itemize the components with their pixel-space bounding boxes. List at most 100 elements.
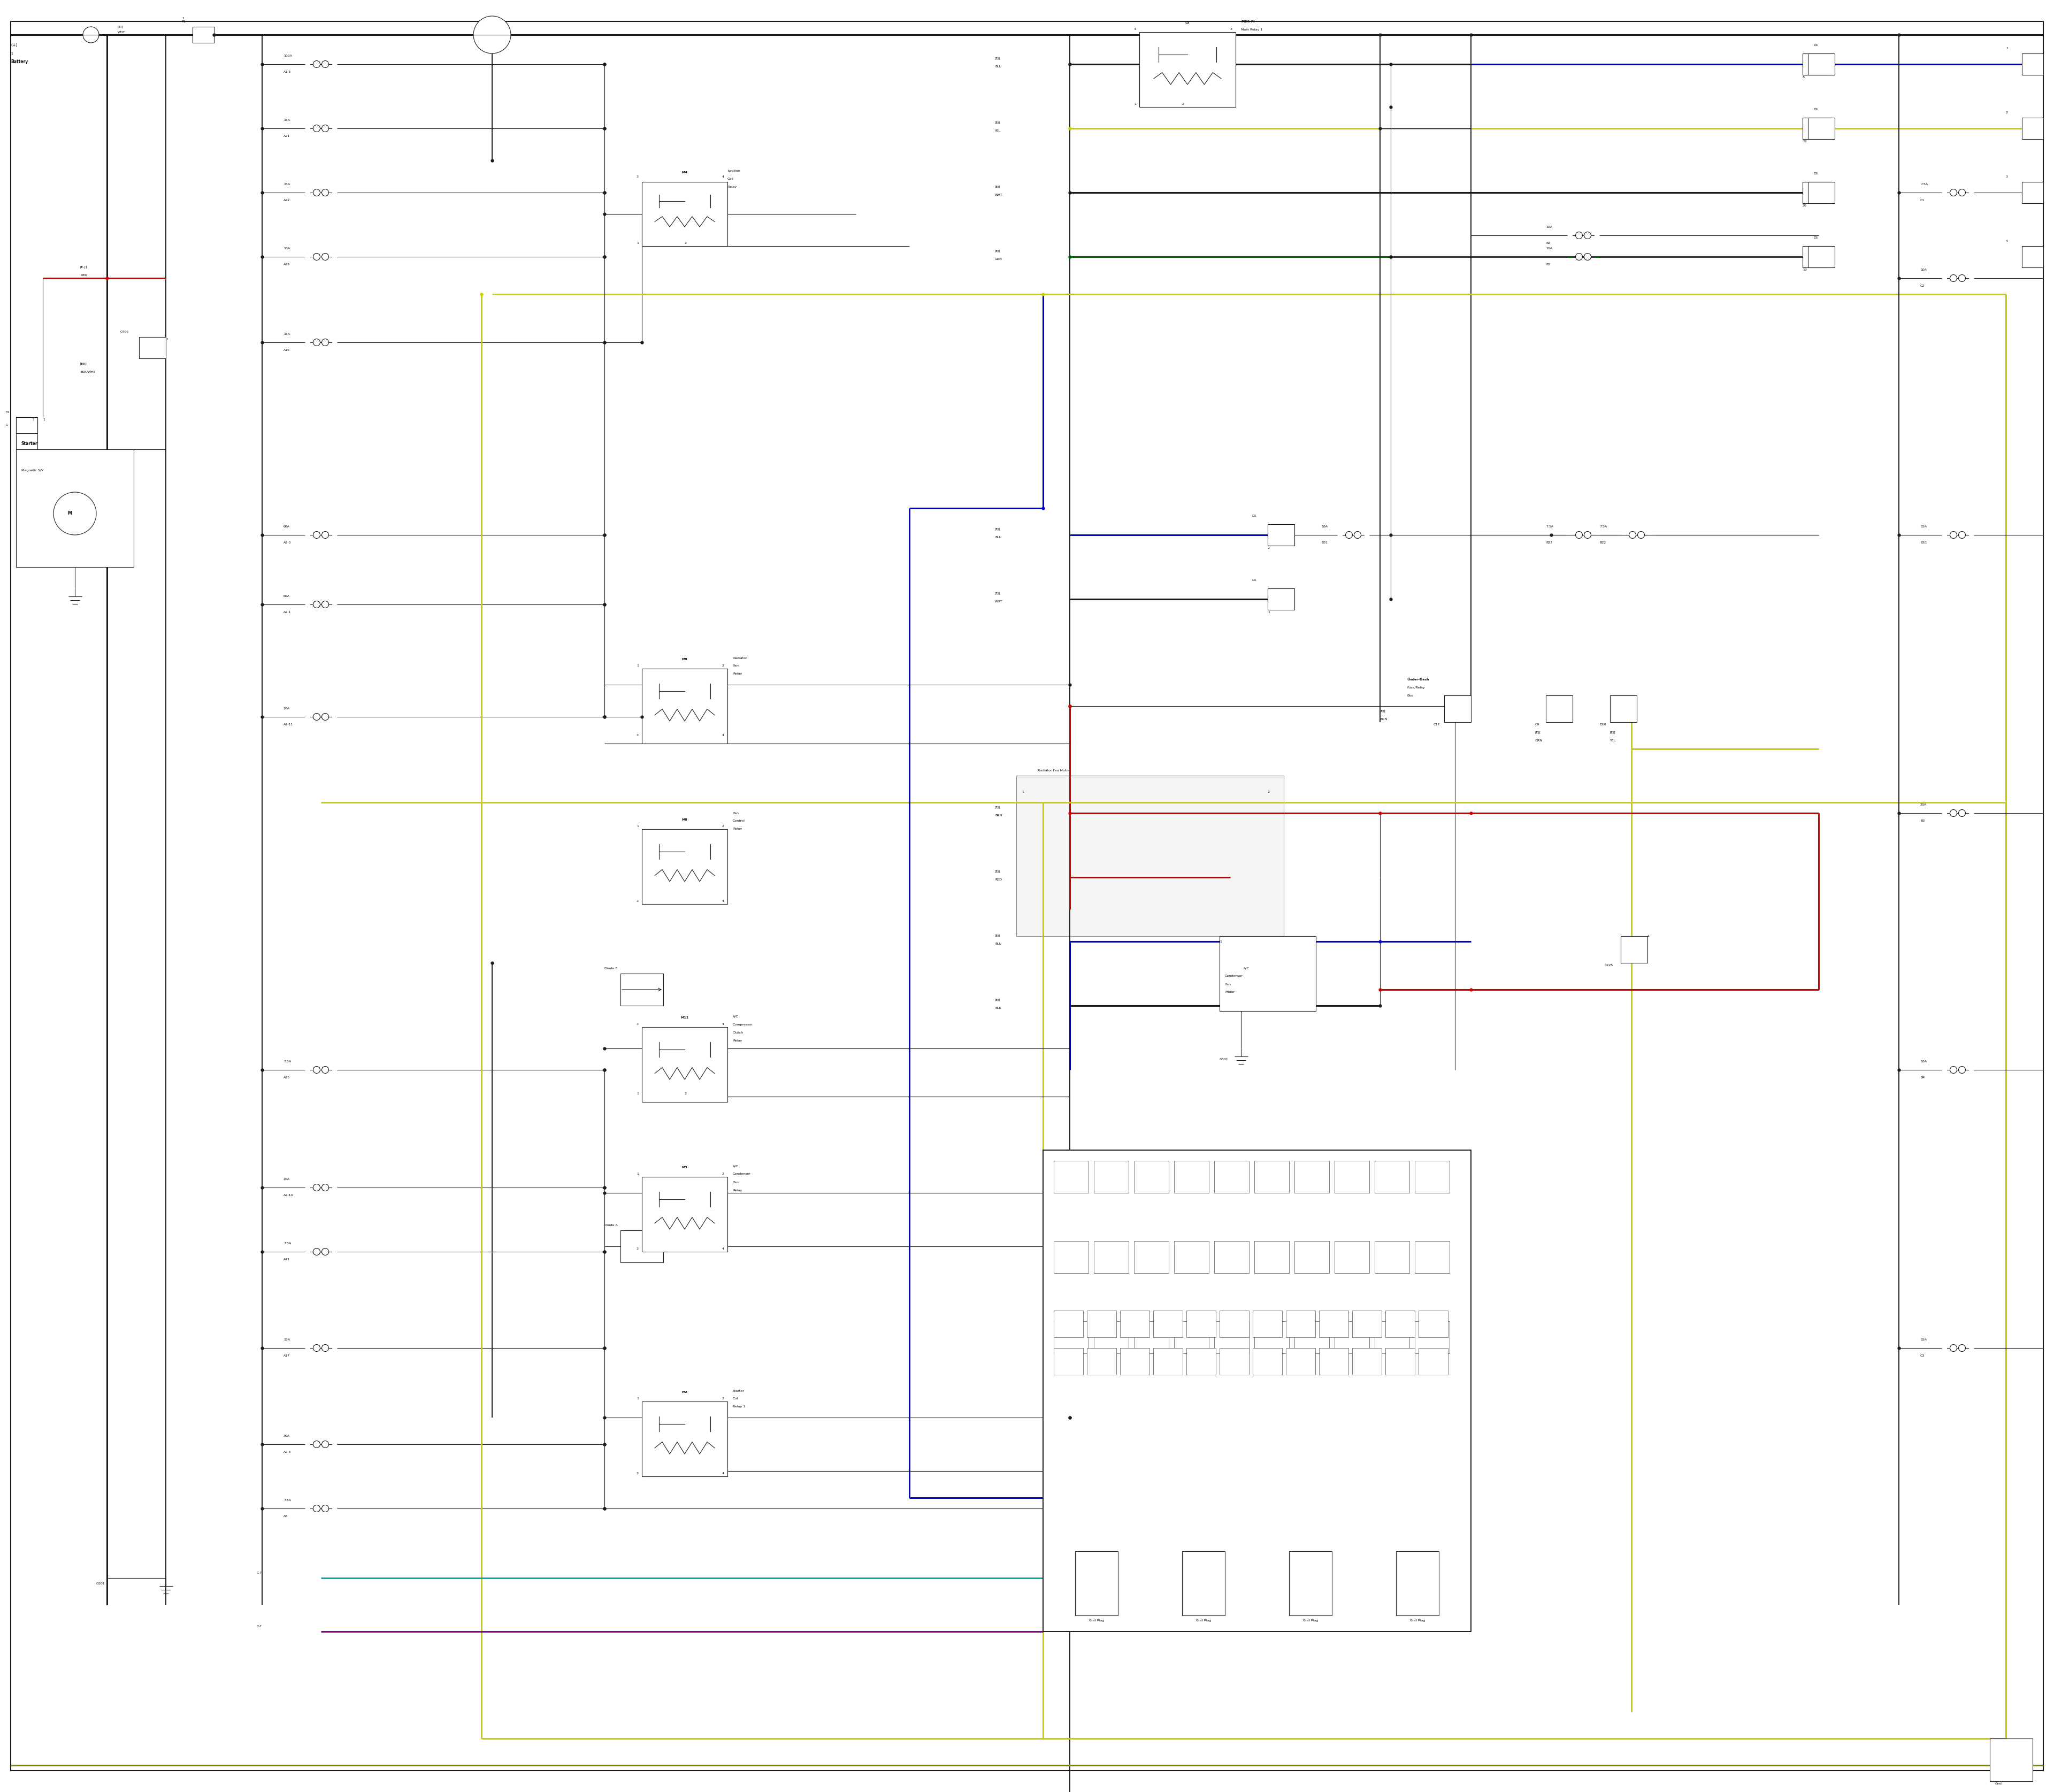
Text: 10A: 10A bbox=[1920, 1061, 1927, 1063]
Text: [EJ]: [EJ] bbox=[1610, 731, 1616, 735]
Circle shape bbox=[322, 532, 329, 538]
Circle shape bbox=[322, 125, 329, 133]
Text: G301: G301 bbox=[1220, 1057, 1228, 1061]
Text: [EJ]: [EJ] bbox=[994, 529, 1000, 530]
Text: 19: 19 bbox=[1803, 269, 1808, 271]
Bar bbox=[1054, 1310, 1082, 1337]
Bar bbox=[1054, 1161, 1089, 1193]
Bar bbox=[1803, 181, 1830, 202]
Text: BLK/WHT: BLK/WHT bbox=[80, 371, 97, 373]
Text: D10: D10 bbox=[1600, 724, 1606, 726]
Text: 30A: 30A bbox=[283, 1435, 290, 1437]
Text: 3: 3 bbox=[1230, 29, 1232, 30]
Bar bbox=[641, 181, 727, 246]
Circle shape bbox=[1960, 810, 1966, 817]
Text: 2: 2 bbox=[1267, 790, 1269, 794]
Text: 2: 2 bbox=[1267, 547, 1269, 550]
Circle shape bbox=[312, 1066, 320, 1073]
Text: 1: 1 bbox=[637, 665, 639, 667]
Text: 60A: 60A bbox=[283, 595, 290, 599]
Circle shape bbox=[1960, 274, 1966, 281]
Text: RED: RED bbox=[994, 878, 1002, 882]
Text: 4: 4 bbox=[723, 900, 725, 903]
Text: YEL: YEL bbox=[994, 129, 1000, 133]
Bar bbox=[2021, 118, 2044, 140]
Text: Relay: Relay bbox=[733, 672, 741, 676]
Text: 3: 3 bbox=[2007, 176, 2009, 177]
Text: WHT: WHT bbox=[994, 194, 1002, 197]
Circle shape bbox=[322, 600, 329, 607]
Text: M: M bbox=[68, 511, 72, 516]
Bar bbox=[1183, 1552, 1224, 1615]
Text: D1: D1 bbox=[1251, 514, 1257, 518]
Text: [EJ]: [EJ] bbox=[994, 251, 1000, 253]
Text: A2-6: A2-6 bbox=[283, 1452, 292, 1453]
Text: A/C: A/C bbox=[733, 1014, 739, 1018]
Bar bbox=[1808, 54, 1834, 75]
Text: 1: 1 bbox=[1134, 102, 1136, 106]
Circle shape bbox=[312, 532, 320, 538]
Text: D1: D1 bbox=[1251, 579, 1257, 582]
Circle shape bbox=[53, 493, 97, 536]
Text: [EJ]: [EJ] bbox=[994, 806, 1000, 808]
Bar bbox=[1095, 1321, 1128, 1353]
Circle shape bbox=[312, 190, 320, 195]
Bar bbox=[1214, 1242, 1249, 1272]
Text: WHT: WHT bbox=[994, 600, 1002, 604]
Text: B4: B4 bbox=[1920, 1077, 1925, 1079]
Text: 4: 4 bbox=[2007, 240, 2009, 242]
Text: 7.5A: 7.5A bbox=[1920, 183, 1929, 186]
Text: Under-Dash: Under-Dash bbox=[1407, 677, 1430, 681]
Text: Box: Box bbox=[1407, 694, 1413, 697]
Bar bbox=[1808, 246, 1834, 267]
Bar bbox=[1140, 32, 1237, 108]
Bar bbox=[1808, 181, 1834, 202]
Text: Condenser: Condenser bbox=[733, 1172, 752, 1176]
Text: 7.5A: 7.5A bbox=[1600, 525, 1606, 529]
Bar bbox=[16, 450, 134, 566]
Text: A22: A22 bbox=[283, 199, 290, 202]
Bar bbox=[1419, 1310, 1448, 1337]
Text: BRN: BRN bbox=[994, 814, 1002, 817]
Text: BLU: BLU bbox=[994, 66, 1002, 68]
Circle shape bbox=[1345, 532, 1352, 538]
Text: 4: 4 bbox=[1647, 935, 1649, 937]
Circle shape bbox=[1575, 532, 1582, 538]
Text: B22: B22 bbox=[1600, 541, 1606, 545]
Text: Main Relay 1: Main Relay 1 bbox=[1241, 29, 1263, 30]
Text: A29: A29 bbox=[283, 263, 290, 267]
Text: 3: 3 bbox=[637, 176, 639, 177]
Text: A2-11: A2-11 bbox=[283, 724, 294, 726]
Text: Fan: Fan bbox=[733, 665, 739, 667]
Text: [EJ]: [EJ] bbox=[994, 186, 1000, 188]
Bar bbox=[1187, 1348, 1216, 1374]
Circle shape bbox=[322, 1344, 329, 1351]
Circle shape bbox=[322, 1185, 329, 1192]
Text: 15A: 15A bbox=[283, 1339, 290, 1342]
Circle shape bbox=[1949, 1344, 1957, 1351]
Text: Fan: Fan bbox=[733, 812, 739, 814]
Text: T4: T4 bbox=[6, 410, 10, 414]
Circle shape bbox=[1960, 532, 1966, 538]
Text: Battery: Battery bbox=[10, 59, 29, 65]
Bar bbox=[1990, 1738, 2033, 1781]
Text: T1: T1 bbox=[183, 20, 187, 23]
Text: M2: M2 bbox=[682, 1391, 688, 1394]
Text: 1: 1 bbox=[637, 1172, 639, 1176]
Text: B22: B22 bbox=[1547, 541, 1553, 545]
Text: ORN: ORN bbox=[1534, 740, 1543, 742]
Text: A25: A25 bbox=[283, 1077, 290, 1079]
Text: 1: 1 bbox=[6, 425, 8, 426]
Circle shape bbox=[1960, 1344, 1966, 1351]
Text: Diode B: Diode B bbox=[604, 968, 618, 969]
Circle shape bbox=[1575, 253, 1582, 260]
Text: [EJ]: [EJ] bbox=[994, 122, 1000, 124]
Bar bbox=[1335, 1242, 1370, 1272]
Text: 15A: 15A bbox=[1920, 1339, 1927, 1342]
Bar bbox=[1384, 1310, 1415, 1337]
Bar bbox=[1621, 935, 1647, 962]
Bar bbox=[1415, 1242, 1450, 1272]
Bar bbox=[1290, 1552, 1331, 1615]
Text: A11: A11 bbox=[283, 1258, 290, 1262]
Text: 26: 26 bbox=[1803, 204, 1808, 208]
